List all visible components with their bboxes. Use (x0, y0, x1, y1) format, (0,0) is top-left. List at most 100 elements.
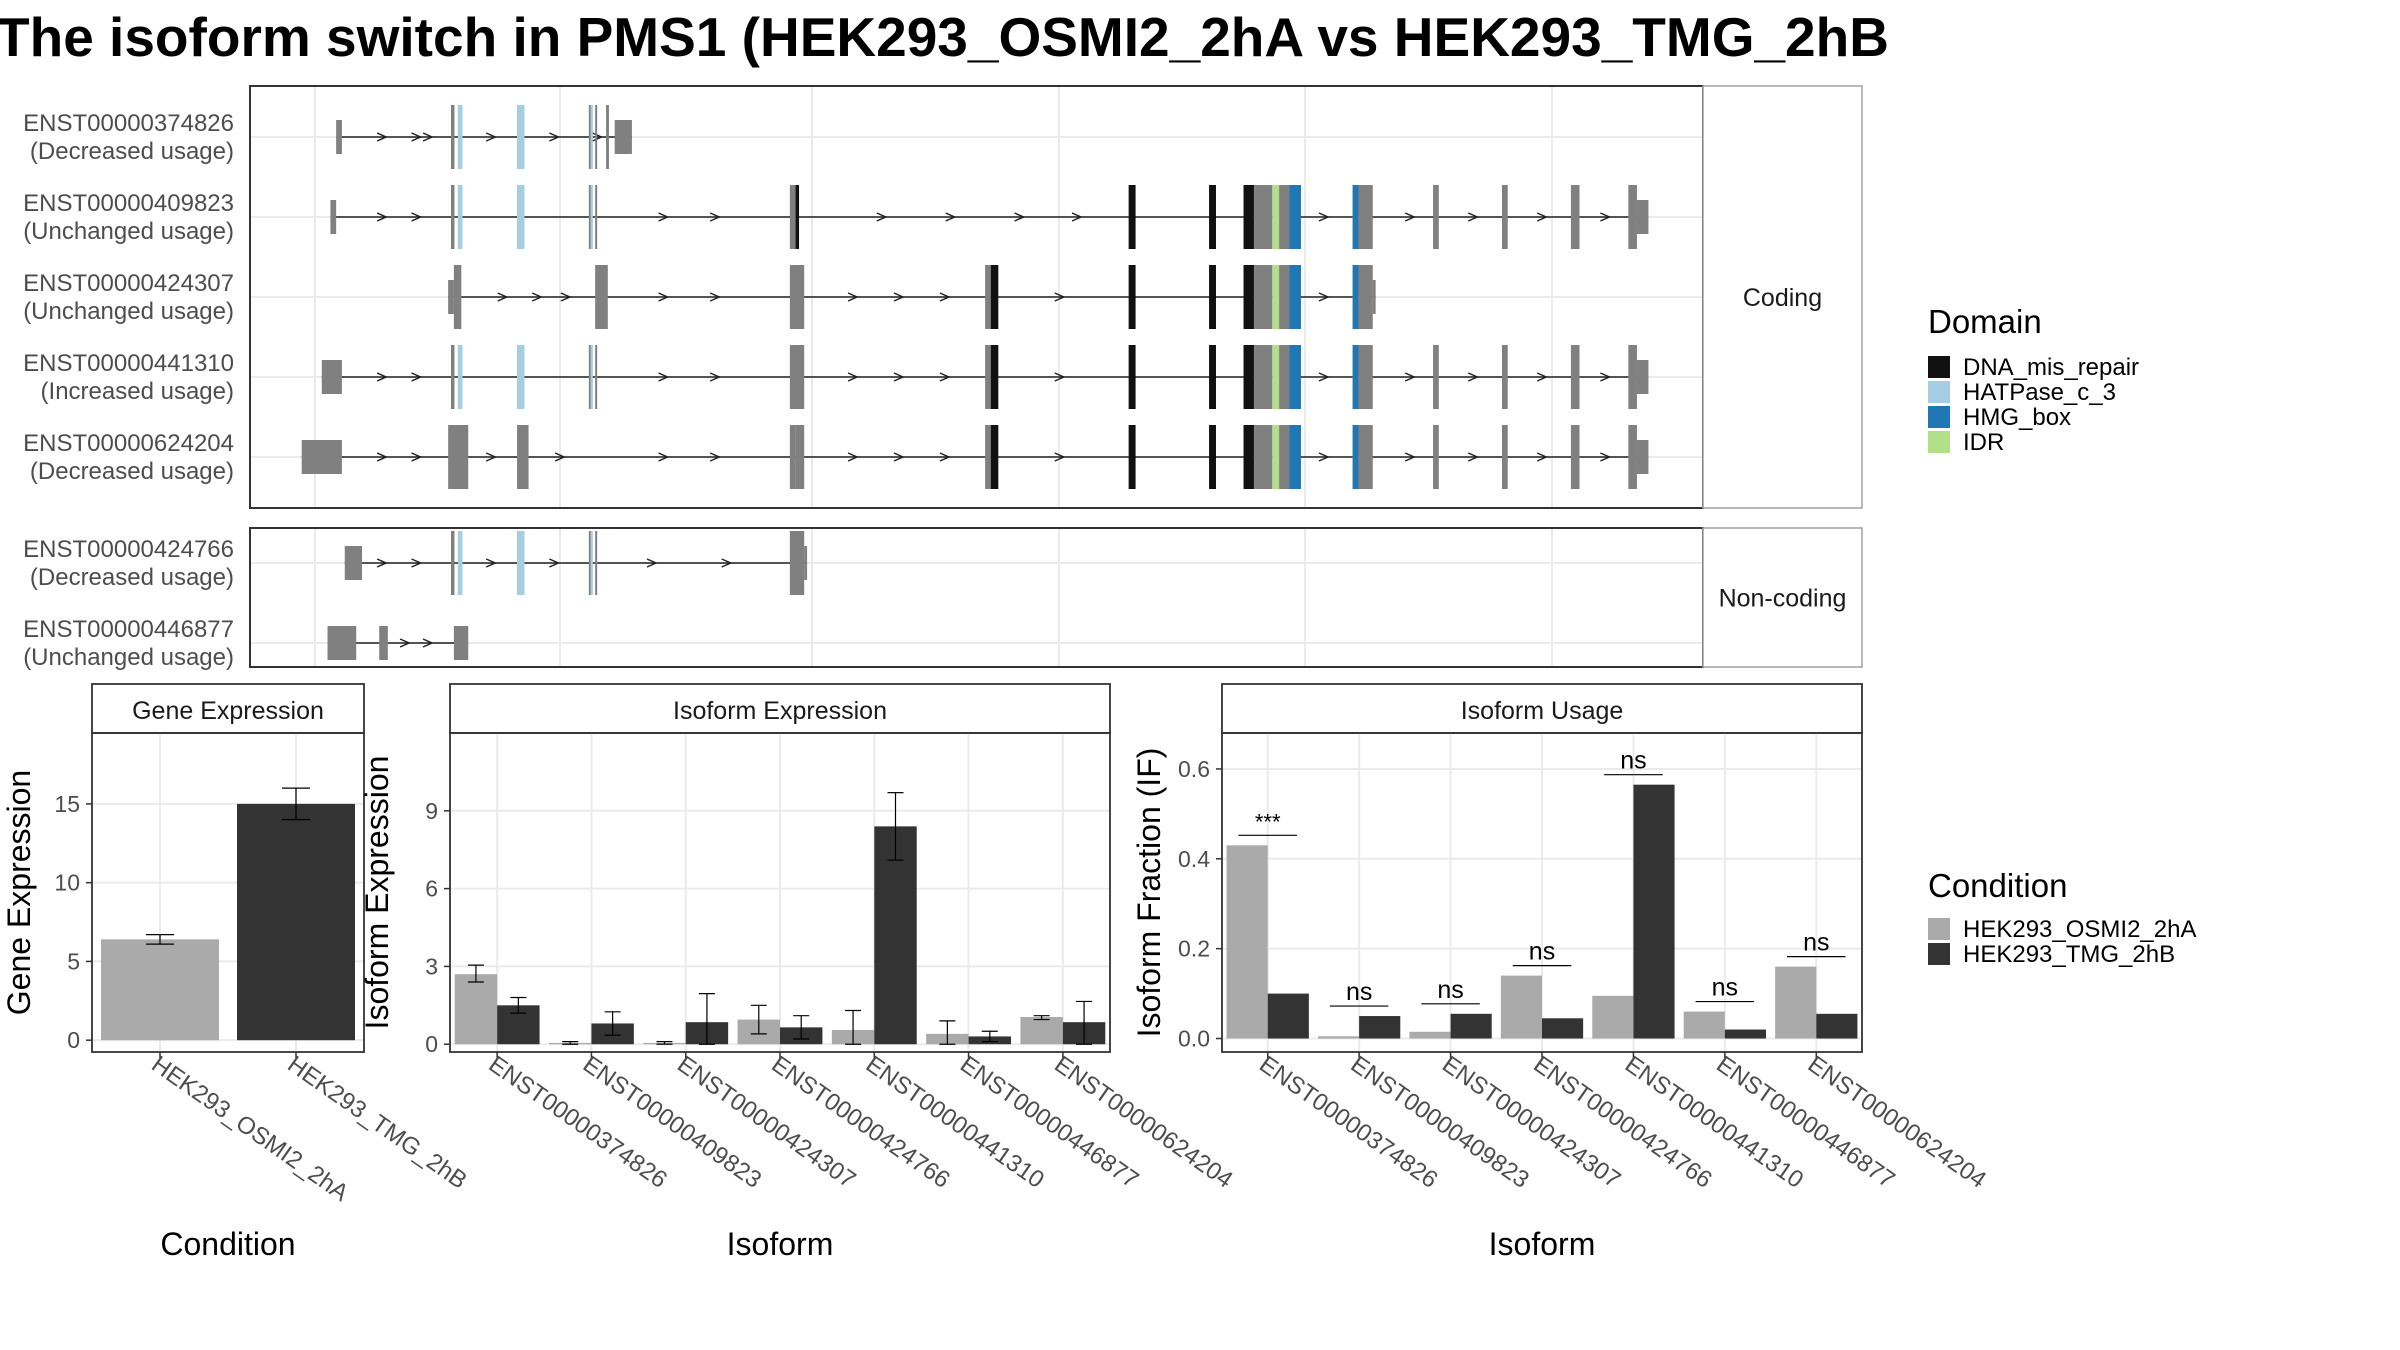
domain-hmg-box (1352, 425, 1359, 489)
domain-dna-mis-repair (1243, 265, 1254, 329)
direction-arrow (847, 452, 859, 462)
domain-hatpase-c-3 (590, 105, 593, 169)
exon-block (595, 531, 598, 595)
bar (1500, 975, 1542, 1039)
direction-arrow (411, 132, 423, 142)
exon-block (595, 345, 598, 409)
direction-arrow (876, 212, 888, 222)
transcript-id-label: ENST00000446877 (23, 616, 234, 643)
y-tick-label: 0.6 (1178, 756, 1210, 782)
domain-dna-mis-repair (795, 185, 800, 249)
direction-arrow (485, 452, 498, 462)
domain-hatpase-c-3 (590, 185, 593, 249)
direction-arrow (485, 558, 498, 568)
direction-arrow (658, 292, 670, 302)
transcript-id-label: ENST00000624204 (23, 430, 234, 457)
transcript-id-label: ENST00000409823 (23, 190, 234, 217)
domain-hatpase-c-3 (457, 531, 463, 595)
exon-block (1501, 185, 1508, 249)
direction-arrow (1536, 372, 1549, 382)
bar (237, 803, 355, 1041)
direction-arrow (1536, 212, 1549, 222)
exon-block (1501, 345, 1508, 409)
y-axis-title: Isoform Fraction (IF) (1131, 748, 1167, 1038)
direction-arrow (1600, 212, 1612, 222)
direction-arrow (1536, 452, 1549, 462)
direction-arrow (531, 292, 544, 302)
bar (1359, 1016, 1401, 1039)
direction-arrow (1600, 372, 1612, 382)
exon-block (614, 120, 632, 154)
direction-arrow (1318, 212, 1330, 222)
panel-title: Isoform Usage (1461, 697, 1624, 725)
exon-block (595, 265, 608, 329)
y-axis-title: Isoform Expression (359, 756, 395, 1030)
direction-arrow (549, 132, 561, 142)
y-tick-label: 0.2 (1178, 936, 1210, 962)
exon-block (1255, 425, 1273, 489)
exon-block (595, 105, 598, 169)
transcript-row: ENST00000446877(Unchanged usage) (23, 616, 469, 671)
direction-arrow (658, 452, 670, 462)
direction-arrow (1404, 212, 1416, 222)
transcript-id-label: ENST00000441310 (23, 350, 234, 377)
direction-arrow (376, 372, 388, 382)
exon-block (344, 546, 362, 580)
legend-swatch (1928, 918, 1950, 940)
exon-block (1570, 345, 1580, 409)
exon-block (336, 120, 342, 154)
domain-dna-mis-repair (1209, 345, 1216, 409)
direction-arrow (893, 452, 905, 462)
direction-arrow (1071, 212, 1083, 222)
direction-arrow (709, 292, 722, 302)
direction-arrow (1318, 292, 1330, 302)
domain-dna-mis-repair (990, 265, 999, 329)
y-tick-label: 3 (425, 953, 438, 979)
direction-arrow (422, 132, 434, 142)
significance-label: *** (1255, 809, 1281, 834)
exon-block (453, 265, 462, 329)
exon-block (451, 105, 455, 169)
bar (1318, 1036, 1360, 1039)
direction-arrow (497, 292, 509, 302)
domain-hatpase-c-3 (457, 345, 463, 409)
transcript-structure-panel: CodingNon-codingENST00000374826(Decrease… (23, 85, 1863, 671)
x-tick-label: ENST00000624204 (1049, 1051, 1237, 1194)
exon-block (379, 626, 388, 660)
panel-title: Isoform Expression (673, 697, 887, 725)
transcript-usage-label: (Decreased usage) (30, 138, 234, 165)
direction-arrow (376, 452, 388, 462)
exon-block (448, 280, 454, 314)
exon-block (985, 425, 991, 489)
exon-block (1570, 185, 1580, 249)
direction-arrow (1467, 372, 1480, 382)
domain-dna-mis-repair (1243, 345, 1254, 409)
domain-idr (1272, 345, 1280, 409)
direction-arrow (893, 292, 905, 302)
exon-block (1255, 265, 1273, 329)
direction-arrow (399, 638, 411, 648)
y-axis-title: Gene Expression (1, 770, 37, 1015)
domain-dna-mis-repair (990, 425, 999, 489)
exon-block (517, 425, 529, 489)
domain-idr (1272, 265, 1280, 329)
transcript-usage-label: (Unchanged usage) (23, 644, 234, 671)
domain-hmg-box (1289, 265, 1301, 329)
transcript-usage-label: (Unchanged usage) (23, 298, 234, 325)
domain-dna-mis-repair (1209, 425, 1216, 489)
facet-strip-label: Coding (1743, 284, 1822, 312)
domain-hmg-box (1352, 265, 1359, 329)
direction-arrow (411, 372, 423, 382)
direction-arrow (1054, 292, 1066, 302)
domain-hatpase-c-3 (590, 345, 593, 409)
exon-block (451, 345, 455, 409)
transcript-usage-label: (Decreased usage) (30, 458, 234, 485)
domain-dna-mis-repair (1243, 185, 1254, 249)
legend-swatch (1928, 431, 1950, 453)
direction-arrow (721, 558, 733, 568)
panel-title: Gene Expression (132, 697, 324, 725)
exon-block (985, 345, 991, 409)
domain-hatpase-c-3 (517, 185, 525, 249)
facet-strip (1702, 527, 1863, 668)
exon-block (985, 265, 991, 329)
